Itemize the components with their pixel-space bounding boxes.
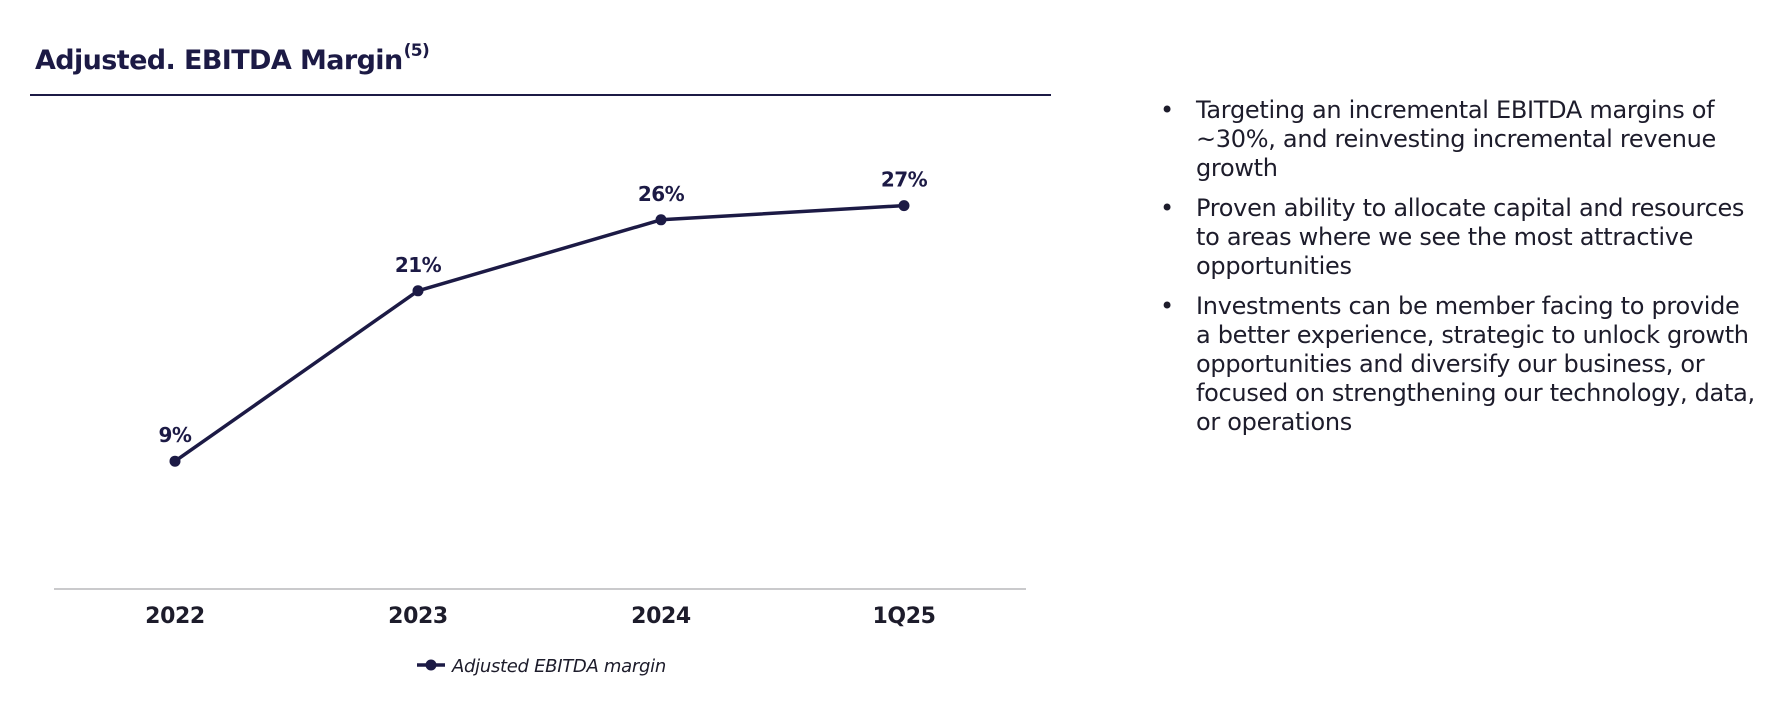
bullet-item: • Investments can be member facing to pro… — [1160, 292, 1760, 437]
bullet-item: • Targeting an incremental EBITDA margins… — [1160, 96, 1760, 183]
bullet-text: Targeting an incremental EBITDA margins … — [1196, 96, 1717, 182]
data-point — [412, 285, 424, 297]
data-label: 9% — [159, 423, 192, 447]
bullet-text: Investments can be member facing to prov… — [1196, 292, 1755, 436]
x-tick-label: 1Q25 — [872, 604, 935, 629]
chart-title: Adjusted. EBITDA Margin(5) — [35, 41, 430, 76]
series-line — [173, 203, 905, 463]
data-label: 27% — [881, 168, 928, 192]
bullet-text: Proven ability to allocate capital and r… — [1196, 194, 1745, 280]
chart-title-text: Adjusted. EBITDA Margin — [35, 45, 403, 76]
data-label: 26% — [638, 182, 685, 206]
bullet-list: • Targeting an incremental EBITDA margins… — [1160, 96, 1760, 448]
legend-swatch-marker — [425, 659, 437, 671]
bullet-item: • Proven ability to allocate capital and … — [1160, 194, 1760, 281]
x-tick-label: 2023 — [388, 604, 448, 629]
bullet-marker: • — [1160, 194, 1174, 222]
data-label: 21% — [395, 253, 442, 277]
data-point — [655, 214, 667, 226]
line-chart: 9% 21% 26% 27% 2022 2023 2024 1Q25 Adjusted EBIT… — [54, 168, 1026, 677]
data-point — [898, 200, 910, 212]
bullet-marker: • — [1160, 96, 1174, 124]
legend-label: Adjusted EBITDA margin — [451, 656, 666, 677]
title-divider — [30, 94, 1051, 96]
bullet-marker: • — [1160, 292, 1174, 320]
x-tick-label: 2024 — [631, 604, 691, 629]
chart-title-footnote: (5) — [403, 41, 430, 61]
data-point — [169, 455, 181, 467]
x-tick-label: 2022 — [145, 604, 205, 629]
